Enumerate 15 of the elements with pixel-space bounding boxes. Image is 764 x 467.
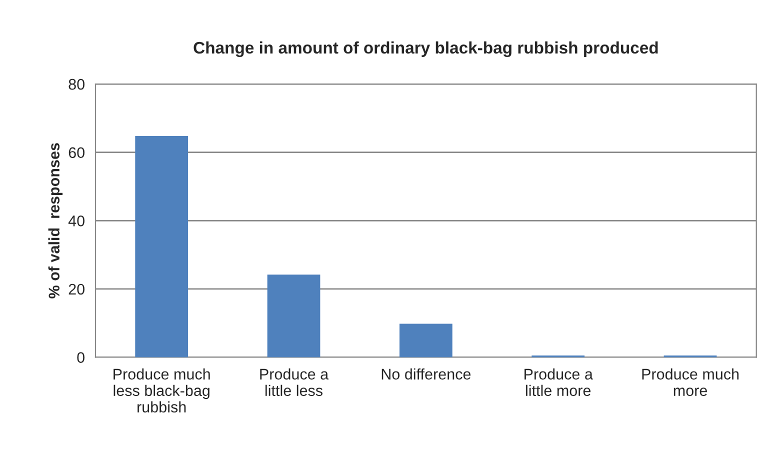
y-tick-label: 40 [68,216,84,226]
x-tick-label: Produce a little less [260,368,329,396]
y-tick-label: 20 [68,284,84,295]
y-axis-title: % of valid responses [48,143,63,298]
x-tick-label: No difference [382,368,471,380]
y-tick-label: 0 [77,352,84,363]
y-tick-label: 80 [68,78,84,90]
x-tick-label: Produce much less black-bag rubbish [114,368,210,412]
x-tick-label: Produce much more [642,368,739,396]
y-tick-label: 60 [68,147,84,158]
chart-title: Change in amount of ordinary black-bag rubbish produced [194,41,658,58]
bar [135,136,188,358]
x-tick-label: Produce a little more [524,368,593,396]
bar [267,274,320,358]
bar [399,324,452,358]
